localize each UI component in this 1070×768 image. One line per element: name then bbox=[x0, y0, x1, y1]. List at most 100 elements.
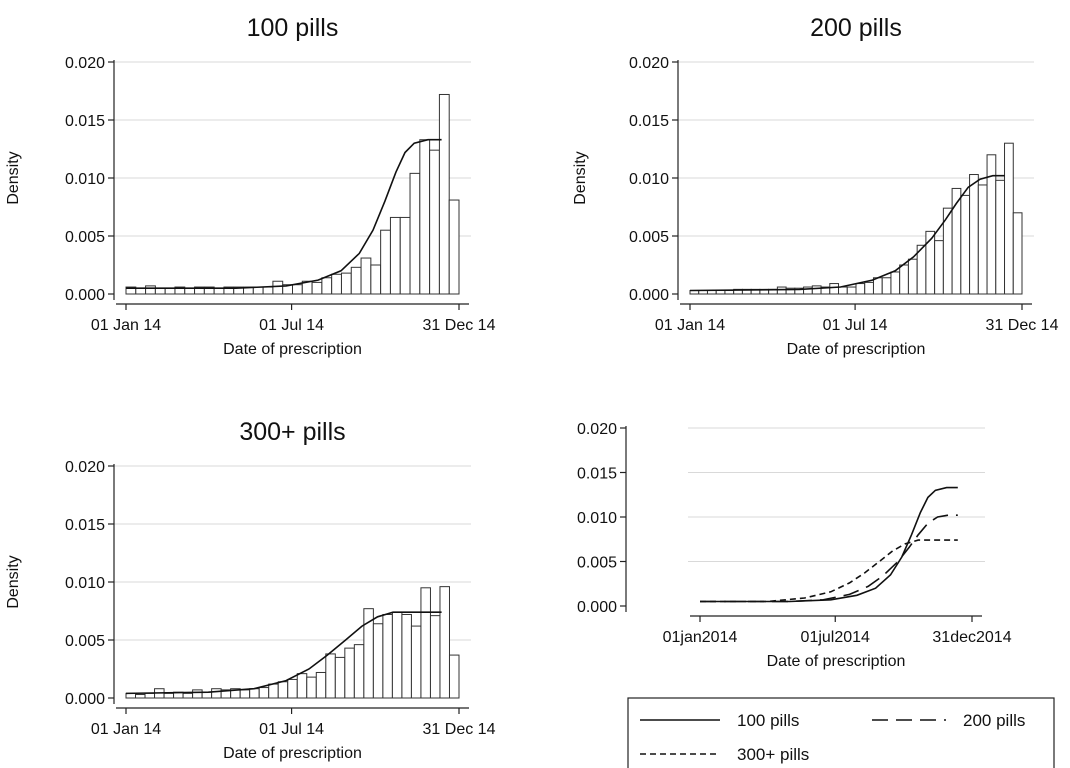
y-tick-label: 0.010 bbox=[65, 171, 105, 188]
histogram-bar bbox=[391, 611, 403, 699]
histogram-bar bbox=[201, 691, 213, 699]
histogram-bar bbox=[890, 271, 901, 295]
panel-3: 300+ pills 0.000 0.005 0.010 0.015 0.020 01 Ja… bbox=[5, 418, 496, 762]
histogram-bar bbox=[340, 272, 352, 295]
histogram-bar bbox=[864, 281, 874, 295]
histogram-bar bbox=[401, 613, 412, 699]
series-line bbox=[700, 539, 958, 603]
x-tick-label: 01 Jul 14 bbox=[259, 317, 324, 334]
y-tick-label: 0.010 bbox=[629, 171, 669, 188]
histogram-bar bbox=[1004, 142, 1014, 295]
histogram-bar bbox=[419, 139, 431, 295]
histogram-bar bbox=[296, 673, 308, 699]
histogram-bar bbox=[292, 284, 303, 295]
x-tick-label: 31 Dec 14 bbox=[423, 317, 496, 334]
y-tick-label: 0.015 bbox=[65, 113, 105, 130]
y-axis-label: Density bbox=[5, 151, 22, 204]
histogram-bar bbox=[409, 172, 421, 295]
legend-frame bbox=[627, 697, 1055, 768]
legend-label: 300+ pills bbox=[737, 745, 809, 764]
histogram-bar bbox=[399, 216, 411, 295]
histogram-bar bbox=[192, 689, 203, 699]
x-tick-label: 31dec2014 bbox=[932, 629, 1011, 646]
histogram-bar bbox=[438, 93, 450, 295]
histogram-bar bbox=[277, 681, 289, 699]
histogram-bar bbox=[184, 287, 196, 295]
histogram-bar bbox=[321, 277, 333, 295]
y-tick-label: 0.015 bbox=[65, 517, 105, 534]
histogram-bar bbox=[287, 678, 298, 699]
histogram-bar bbox=[934, 240, 944, 295]
panel-2: 200 pills 0.000 0.005 0.010 0.015 0.020 01 Jan… bbox=[572, 14, 1059, 358]
histogram-bar bbox=[325, 653, 336, 699]
panel-title: 200 pills bbox=[810, 14, 902, 42]
histogram-bar bbox=[164, 287, 176, 295]
y-tick-label: 0.015 bbox=[629, 113, 669, 130]
histogram-bar bbox=[344, 647, 355, 699]
y-tick-label: 0.000 bbox=[65, 287, 105, 304]
histogram-bar bbox=[334, 656, 346, 699]
histogram-bar bbox=[370, 264, 382, 295]
histogram-bar bbox=[372, 623, 384, 699]
histogram-bar bbox=[360, 257, 372, 295]
y-tick-label: 0.005 bbox=[65, 229, 105, 246]
x-tick-label: 31 Dec 14 bbox=[423, 721, 496, 738]
panel-1: 100 pills 0.000 0.005 0.010 0.015 0.020 01 Jan… bbox=[5, 14, 496, 358]
y-tick-label: 0.015 bbox=[577, 466, 617, 483]
histogram-bar bbox=[380, 229, 391, 295]
y-tick-label: 0.000 bbox=[577, 599, 617, 616]
histogram-bar bbox=[311, 281, 323, 295]
histogram-bar bbox=[899, 264, 909, 295]
x-tick-label: 01 Jan 14 bbox=[91, 721, 161, 738]
y-tick-label: 0.020 bbox=[577, 421, 617, 438]
histogram-bar bbox=[135, 287, 147, 295]
y-tick-label: 0.005 bbox=[577, 555, 617, 572]
histogram-bar bbox=[145, 285, 156, 295]
histogram-bar bbox=[1012, 212, 1023, 295]
histogram-bar bbox=[239, 689, 251, 699]
y-tick-label: 0.010 bbox=[577, 510, 617, 527]
x-tick-label: 01jul2014 bbox=[801, 629, 871, 646]
histogram-bar bbox=[995, 179, 1006, 295]
histogram-bar bbox=[350, 266, 362, 295]
histogram-bar bbox=[420, 587, 431, 699]
series-line bbox=[700, 514, 958, 603]
histogram-bar bbox=[389, 216, 401, 295]
histogram-bar bbox=[811, 285, 822, 295]
x-tick-label: 01 Jan 14 bbox=[91, 317, 161, 334]
y-tick-label: 0.020 bbox=[65, 459, 105, 476]
histogram-bar bbox=[960, 194, 971, 295]
y-tick-label: 0.000 bbox=[65, 691, 105, 708]
histogram-bar bbox=[182, 692, 194, 699]
histogram-bar bbox=[382, 613, 393, 699]
histogram-bar bbox=[439, 586, 450, 699]
y-axis-label: Density bbox=[572, 151, 589, 204]
x-axis-label: Date of prescription bbox=[767, 653, 906, 670]
histogram-bar bbox=[977, 184, 988, 295]
histogram-bar bbox=[249, 688, 260, 699]
density-curve bbox=[125, 611, 442, 695]
legend: 100 pills 200 pills 300+ pills bbox=[627, 697, 1055, 768]
histogram-bar bbox=[144, 692, 156, 699]
histogram-bar bbox=[448, 654, 460, 699]
histogram-bar bbox=[969, 174, 979, 295]
histogram-bar bbox=[838, 286, 848, 295]
y-tick-label: 0.005 bbox=[629, 229, 669, 246]
histogram-bar bbox=[907, 258, 918, 295]
histogram-bar bbox=[258, 687, 270, 699]
series-line bbox=[700, 486, 958, 603]
x-axis-label: Date of prescription bbox=[223, 341, 362, 358]
density-curve bbox=[689, 174, 1005, 292]
histogram-bar bbox=[846, 286, 857, 295]
histogram-bar bbox=[776, 286, 787, 295]
histogram-bar bbox=[872, 277, 883, 295]
panel-4: 0.000 0.005 0.010 0.015 0.020 01jan2014 01jul2… bbox=[577, 421, 1055, 768]
density-curve bbox=[126, 138, 442, 289]
histogram-bar bbox=[353, 644, 365, 699]
y-axis-label: Density bbox=[5, 555, 22, 608]
histogram-bar bbox=[272, 280, 284, 295]
histogram-bar bbox=[331, 273, 342, 295]
histogram-bar bbox=[855, 283, 866, 295]
histogram-bar bbox=[715, 290, 726, 295]
